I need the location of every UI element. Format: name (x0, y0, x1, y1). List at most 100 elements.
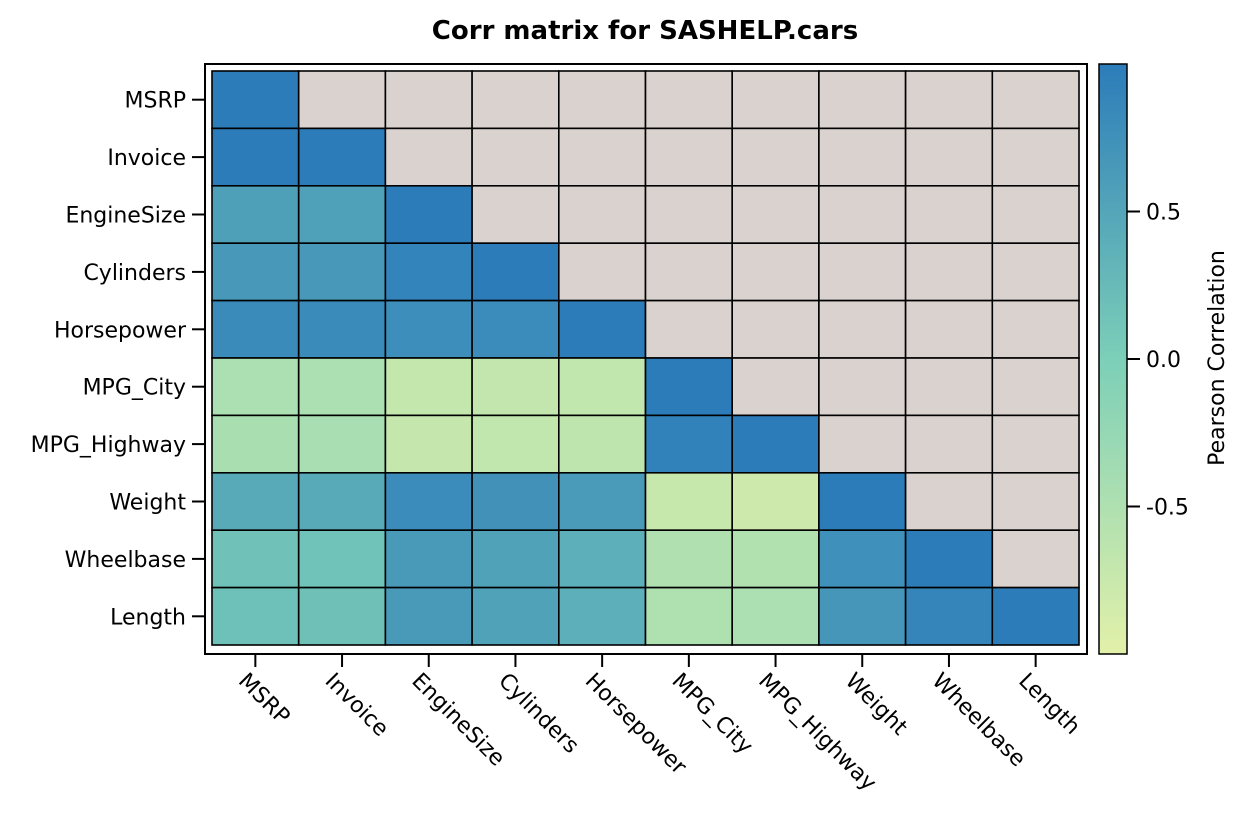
colorbar-ticks: 0.5 0.0 -0.5 (1127, 201, 1189, 521)
y-tick-label: Horsepower (54, 318, 187, 343)
x-tick-label: Weight (840, 669, 912, 741)
heatmap-cell (471, 299, 560, 359)
heatmap-cell (818, 185, 907, 245)
y-tick-label: MPG_City (83, 376, 186, 401)
heatmap-cell (557, 357, 647, 417)
heatmap-cell (904, 299, 994, 359)
heatmap-cell (384, 414, 473, 474)
heatmap-cell (384, 299, 473, 359)
heatmap-cell (471, 127, 560, 187)
heatmap-cell (644, 185, 733, 245)
heatmap-cell (557, 185, 647, 245)
heatmap-cell (818, 586, 907, 646)
heatmap-cell (991, 70, 1080, 130)
heatmap-cell (731, 185, 820, 245)
heatmap-cell (644, 471, 733, 531)
heatmap-cell (384, 529, 473, 589)
heatmap-cell (557, 127, 647, 187)
heatmap-cell (904, 586, 994, 646)
heatmap-cell (904, 529, 994, 589)
heatmap-cell (297, 185, 387, 245)
heatmap-cell (471, 357, 560, 417)
heatmap-cell (644, 127, 733, 187)
heatmap-cell (904, 242, 994, 302)
heatmap-cell (731, 586, 820, 646)
heatmap-cell (904, 357, 994, 417)
heatmap-cell (557, 299, 647, 359)
heatmap-cell (384, 70, 473, 130)
heatmap-cell (904, 185, 994, 245)
heatmap-cell (991, 586, 1080, 646)
colorbar (1098, 63, 1128, 655)
heatmap-cell (731, 529, 820, 589)
plot-frame (204, 63, 1088, 655)
heatmap-cell (211, 185, 300, 245)
heatmap-cell (297, 414, 387, 474)
heatmap-cell (297, 242, 387, 302)
heatmap-cell (904, 70, 994, 130)
y-tick-label: Cylinders (83, 261, 186, 286)
heatmap-cell (557, 529, 647, 589)
heatmap-cell (211, 242, 300, 302)
y-tick-label: Invoice (107, 146, 186, 171)
heatmap-cell (818, 414, 907, 474)
heatmap-cell (211, 529, 300, 589)
x-tick-label: EngineSize (407, 669, 510, 772)
heatmap-cell (471, 414, 560, 474)
heatmap-cell (818, 70, 907, 130)
x-tick-label: MPG_City (667, 669, 758, 760)
heatmap-cell (818, 529, 907, 589)
heatmap-cell (557, 586, 647, 646)
heatmap-cell (384, 357, 473, 417)
heatmap-cell (731, 471, 820, 531)
heatmap-cell (644, 586, 733, 646)
heatmap-cells (211, 70, 1080, 646)
heatmap-cell (644, 70, 733, 130)
heatmap-cell (211, 357, 300, 417)
heatmap-cell (297, 586, 387, 646)
y-tick-label: Wheelbase (65, 548, 186, 573)
heatmap-cell (211, 586, 300, 646)
heatmap-cell (991, 242, 1080, 302)
colorbar-tick-label: 0.5 (1146, 201, 1181, 226)
heatmap-cell (904, 471, 994, 531)
heatmap-cell (991, 185, 1080, 245)
y-tick-label: Length (110, 605, 186, 630)
x-axis: MSRP Invoice EngineSizeCylindersHorsepower… (233, 654, 1085, 796)
heatmap-cell (731, 414, 820, 474)
heatmap-cell (991, 357, 1080, 417)
chart-title: Corr matrix for SASHELP.cars (431, 16, 859, 46)
heatmap-cell (471, 185, 560, 245)
colorbar-tick-label: 0.0 (1146, 348, 1181, 373)
y-tick-label: EngineSize (65, 204, 186, 229)
heatmap-cell (818, 471, 907, 531)
heatmap-cell (904, 414, 994, 474)
heatmap-cell (211, 299, 300, 359)
heatmap-cell (818, 242, 907, 302)
heatmap-cell (297, 70, 387, 130)
heatmap-cell (644, 357, 733, 417)
heatmap-cell (644, 242, 733, 302)
heatmap-cell (297, 299, 387, 359)
heatmap-cell (384, 242, 473, 302)
heatmap-cell (384, 185, 473, 245)
heatmap-cell (471, 471, 560, 531)
colorbar-tick-label: -0.5 (1146, 496, 1189, 521)
x-tick-label: Length (1013, 669, 1084, 740)
heatmap-cell (384, 586, 473, 646)
heatmap-cell (818, 357, 907, 417)
heatmap-cell (471, 70, 560, 130)
heatmap-cell (211, 471, 300, 531)
heatmap-cell (297, 357, 387, 417)
x-tick-label: Invoice (320, 669, 393, 742)
y-axis: MSRP Invoice EngineSize Cylinders Horsepower… (31, 89, 205, 630)
heatmap-cell (731, 70, 820, 130)
heatmap-cell (818, 299, 907, 359)
heatmap-cell (471, 242, 560, 302)
y-tick-label: Weight (109, 491, 186, 516)
heatmap-cell (731, 357, 820, 417)
heatmap-cell (731, 242, 820, 302)
heatmap-cell (211, 414, 300, 474)
heatmap-cell (991, 299, 1080, 359)
